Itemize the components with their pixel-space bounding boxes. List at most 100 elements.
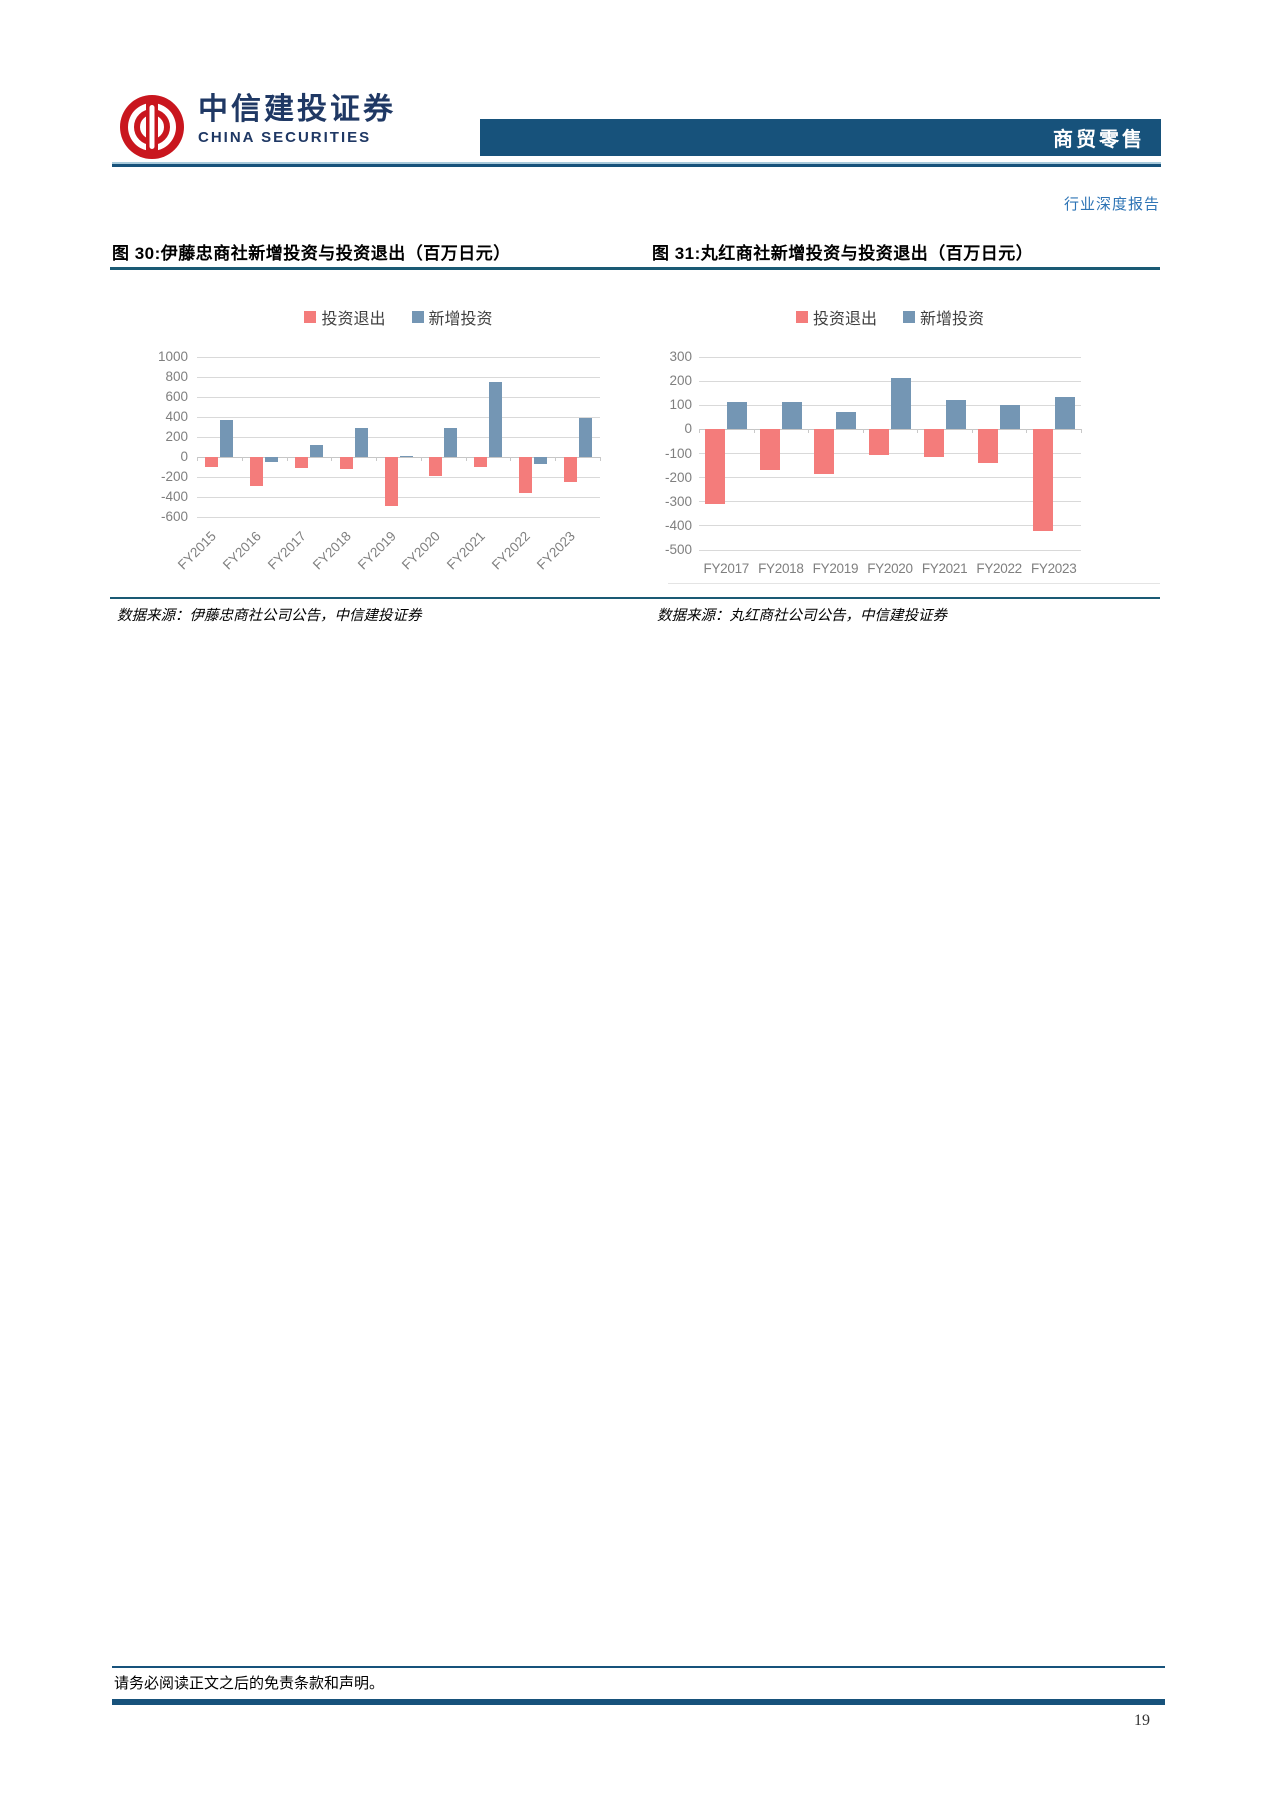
zero-axis-tick xyxy=(197,457,198,461)
bar-新增投资-FY2022 xyxy=(1000,405,1021,430)
category-badge-label: 商贸零售 xyxy=(1053,129,1145,151)
bar-投资退出-FY2022 xyxy=(518,457,532,493)
y-axis-label: 600 xyxy=(165,389,188,404)
gridline xyxy=(197,456,600,458)
figure-31-title-rule xyxy=(652,267,1160,270)
y-axis-label: -200 xyxy=(664,469,692,485)
zero-axis-tick xyxy=(699,429,700,434)
company-name-en: CHINA SECURITIES xyxy=(198,129,372,146)
gridline xyxy=(197,396,600,398)
bar-投资退出-FY2021 xyxy=(923,429,944,458)
legend-label: 新增投资 xyxy=(920,311,985,328)
gridline xyxy=(197,436,600,438)
gridline xyxy=(197,496,600,498)
x-axis-label: FY2023 xyxy=(1030,561,1077,576)
chart-frame-line xyxy=(668,583,1160,584)
zero-axis-tick xyxy=(331,457,333,461)
zero-axis-tick xyxy=(808,429,810,434)
bar-投资退出-FY2019 xyxy=(814,429,835,474)
zero-axis-tick xyxy=(555,457,557,461)
bar-投资退出-FY2023 xyxy=(563,457,577,482)
x-axis-label: FY2021 xyxy=(921,561,968,576)
bar-新增投资-FY2020 xyxy=(891,377,911,430)
report-type-label: 行业深度报告 xyxy=(1063,196,1160,213)
legend-swatch-icon xyxy=(304,311,317,323)
bar-新增投资-FY2017 xyxy=(309,445,323,457)
bar-投资退出-FY2023 xyxy=(1032,429,1053,531)
legend-item: 投资退出 xyxy=(304,305,386,329)
bar-新增投资-FY2019 xyxy=(399,455,413,457)
bar-投资退出-FY2021 xyxy=(474,457,488,467)
legend-label: 新增投资 xyxy=(428,311,493,328)
zero-axis-tick xyxy=(286,457,288,461)
zero-axis-tick xyxy=(917,429,919,434)
gridline xyxy=(699,525,1081,527)
footer-disclaimer: 请务必阅读正文之后的免责条款和声明。 xyxy=(114,1676,385,1692)
zero-axis-tick xyxy=(241,457,243,461)
chart-legend: 投资退出 新增投资 xyxy=(699,305,1081,329)
bar-投资退出-FY2018 xyxy=(339,457,353,469)
bar-投资退出-FY2020 xyxy=(869,429,889,455)
zero-axis-tick xyxy=(510,457,512,461)
figure-30-source: 数据来源：伊藤忠商社公司公告，中信建投证券 xyxy=(117,608,422,624)
y-axis-label: -400 xyxy=(664,517,692,533)
y-axis-label: 0 xyxy=(180,449,188,464)
y-axis-label: -300 xyxy=(664,493,692,509)
company-name-cn: 中信建投证券 xyxy=(198,93,396,126)
y-axis-label: 1000 xyxy=(157,349,188,364)
legend-swatch-icon xyxy=(903,311,915,323)
bar-新增投资-FY2019 xyxy=(836,412,857,430)
x-axis-label: FY2020 xyxy=(867,561,913,576)
y-axis-label: 300 xyxy=(669,349,692,364)
zero-axis-tick xyxy=(862,429,864,434)
header-rule xyxy=(112,162,1161,167)
footer-bar xyxy=(112,1699,1165,1705)
x-axis-label: FY2019 xyxy=(812,561,859,576)
legend-item: 投资退出 xyxy=(795,305,877,329)
zero-axis-tick xyxy=(971,429,973,434)
legend-swatch-icon xyxy=(795,311,808,323)
zero-axis-tick xyxy=(600,457,601,461)
bar-新增投资-FY2018 xyxy=(781,401,802,430)
figure-31-title: 图 31:丸红商社新增投资与投资退出（百万日元） xyxy=(652,244,1034,263)
y-axis-label: 0 xyxy=(684,421,692,437)
y-axis-label: 800 xyxy=(165,369,188,384)
legend-item: 新增投资 xyxy=(903,305,984,329)
y-axis-label: -500 xyxy=(664,542,692,557)
x-axis-label: FY2023 xyxy=(478,524,578,572)
page-number: 19 xyxy=(1134,1712,1150,1729)
figure-30-title: 图 30:伊藤忠商社新增投资与投资退出（百万日元） xyxy=(112,244,511,263)
bar-新增投资-FY2021 xyxy=(945,400,966,430)
gridline xyxy=(197,516,600,518)
footer-divider xyxy=(112,1666,1165,1668)
legend-label: 投资退出 xyxy=(812,311,877,328)
gridline xyxy=(699,477,1081,479)
y-axis-label: 400 xyxy=(165,409,188,424)
y-axis-label: -400 xyxy=(160,489,188,504)
zero-axis-tick xyxy=(1081,429,1082,434)
company-logo-icon xyxy=(118,93,186,166)
zero-axis-tick xyxy=(376,457,378,461)
zero-axis-tick xyxy=(1026,429,1028,434)
chart-itochu-investments: 投资退出 新增投资 1000 800 600 400 200 0 -200 -400 -600 FY2… xyxy=(110,278,655,594)
gridline xyxy=(197,476,600,478)
legend-label: 投资退出 xyxy=(321,311,386,328)
figure-31-source-rule xyxy=(652,597,1160,599)
bar-投资退出-FY2020 xyxy=(429,457,443,476)
bar-新增投资-FY2023 xyxy=(1054,396,1075,430)
y-axis-label: -200 xyxy=(160,469,188,484)
bar-投资退出-FY2016 xyxy=(250,457,264,486)
bar-投资退出-FY2022 xyxy=(978,429,999,464)
gridline xyxy=(699,428,1081,430)
y-axis-label: -600 xyxy=(160,509,188,524)
figure-30-source-rule xyxy=(110,597,655,599)
zero-axis-tick xyxy=(420,457,422,461)
gridline xyxy=(197,376,600,378)
gridline xyxy=(699,380,1081,382)
gridline xyxy=(699,404,1081,406)
bar-投资退出-FY2019 xyxy=(384,457,398,506)
bar-投资退出-FY2018 xyxy=(759,429,780,471)
bar-新增投资-FY2018 xyxy=(354,428,368,457)
chart-legend: 投资退出 新增投资 xyxy=(197,305,600,329)
